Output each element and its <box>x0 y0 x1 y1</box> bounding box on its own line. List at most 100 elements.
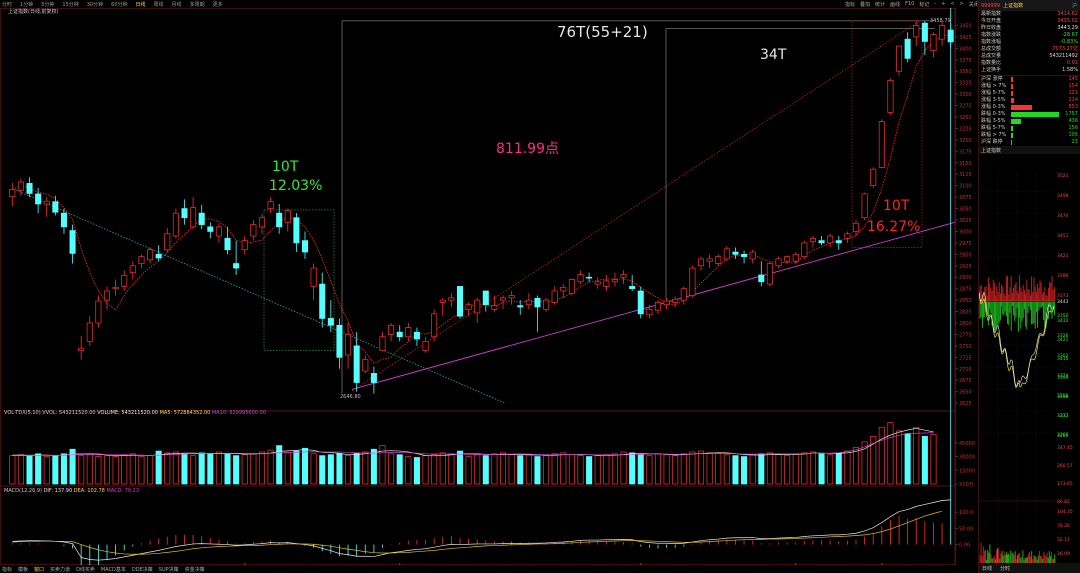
price-tick-label: 2775 <box>959 332 972 338</box>
volume-bar <box>9 455 16 485</box>
footer-tab[interactable]: 分时 <box>1000 565 1011 572</box>
price-tick-label: 3425 <box>959 35 972 41</box>
volume-bar <box>809 451 816 485</box>
candle <box>388 323 395 342</box>
price-tick-label: 2825 <box>959 310 972 316</box>
candle <box>370 366 377 394</box>
volume-bar <box>17 454 24 485</box>
volume-bar <box>500 452 507 485</box>
candle-body <box>164 233 171 251</box>
candle-body <box>637 290 644 315</box>
volume-bar <box>172 451 179 485</box>
period-tab[interactable]: 15分钟 <box>62 1 79 8</box>
period-tab[interactable]: 更多 <box>212 1 223 8</box>
vol-tick-label: 15000 <box>959 468 975 474</box>
volume-bar <box>138 456 145 485</box>
volume-bar <box>913 426 920 485</box>
candle-body <box>172 212 179 237</box>
candle <box>766 261 773 287</box>
period-tab[interactable]: 日线 <box>135 1 146 8</box>
breadth-label: 跌幅 5-7% <box>981 125 1006 131</box>
price-tick-label: 2800 <box>959 321 972 327</box>
volume-bar <box>86 454 93 485</box>
volume-bar <box>672 455 679 485</box>
label-34t: 34T <box>760 47 787 63</box>
intraday-mini-chart: 3521 3498 3474 3451 3421 3396 3373 3350 3326 3302… <box>979 171 1080 563</box>
price-tick-label: 3275 <box>959 104 972 110</box>
candle-body <box>887 80 894 113</box>
toolbar-item[interactable]: 指标 <box>845 1 856 8</box>
indicator-tab[interactable]: SUP决策 <box>158 566 179 573</box>
quote-row: 上证换手 1.58% <box>979 67 1080 74</box>
candle <box>921 20 928 56</box>
volume-bar <box>95 456 102 485</box>
period-tab[interactable]: 1分钟 <box>20 1 34 8</box>
candle <box>809 236 816 248</box>
candle <box>198 204 205 230</box>
period-tab[interactable]: 月线 <box>171 1 182 8</box>
toolbar-item[interactable]: 关闭 <box>968 1 979 8</box>
volume-bar <box>706 452 713 485</box>
price-tick-label: 3375 <box>959 58 972 64</box>
candle-body <box>766 263 773 285</box>
volume-bar <box>749 454 756 485</box>
period-tab[interactable]: 周线 <box>153 1 164 8</box>
period-tab[interactable]: 30分钟 <box>86 1 104 8</box>
price-tick-label: 3400 <box>959 46 972 52</box>
price-tick-label: 2750 <box>959 344 972 350</box>
indicator-tab[interactable]: 资金决策 <box>184 566 205 573</box>
candle <box>758 261 765 287</box>
indicator-tab[interactable]: 买卖力道 <box>50 566 71 573</box>
candle-body <box>913 25 920 38</box>
candle-body <box>827 235 834 244</box>
candle <box>698 256 705 271</box>
candle-body <box>26 183 33 194</box>
volume-bar <box>741 456 748 485</box>
toolbar-item[interactable]: 统计 <box>875 1 886 8</box>
volume-bar <box>663 454 670 485</box>
macd-tick-label: 100.0 <box>959 510 973 516</box>
toolbar-item[interactable]: + <box>941 1 946 7</box>
candle <box>672 296 679 307</box>
toolbar-item[interactable]: 标记 <box>919 1 930 8</box>
candle-body <box>698 258 705 267</box>
indicator-tab[interactable]: 窗口 <box>34 566 45 573</box>
indicator-tab[interactable]: 模板 <box>18 566 29 573</box>
candle-body <box>680 288 687 301</box>
indicator-tab[interactable]: D线买卖 <box>76 566 95 573</box>
period-tab[interactable]: 多周期 <box>189 1 205 8</box>
period-tab[interactable]: 60分钟 <box>111 1 128 8</box>
label-10t-left: 10T <box>272 159 299 175</box>
toolbar-item[interactable]: - <box>934 1 937 7</box>
breadth-bar <box>1011 91 1013 96</box>
mini-price-tick: 3302 <box>1057 353 1069 359</box>
candle <box>551 286 558 305</box>
candle-body <box>474 299 481 314</box>
volume-bar <box>362 451 369 485</box>
chart-grid <box>0 8 956 565</box>
vol-legend-item: VVOL: 543211520.00 <box>42 410 97 416</box>
candle-body <box>78 347 85 351</box>
price-tick-label: 2625 <box>959 401 972 407</box>
volume-bar <box>241 454 248 485</box>
candle <box>741 250 748 264</box>
toolbar-item[interactable]: 叠加 <box>860 1 871 8</box>
period-tab[interactable]: 分时 <box>2 1 13 8</box>
indicator-tab[interactable]: MACD基本 <box>100 566 126 573</box>
indicator-tab[interactable]: DDE决策 <box>131 566 153 573</box>
toolbar-item[interactable]: > <box>959 1 964 7</box>
breadth-label: 跌幅 > 7% <box>981 132 1007 138</box>
period-tab[interactable]: 5分钟 <box>41 1 55 8</box>
volume-bar <box>26 455 33 485</box>
label-pct-right: 16.27% <box>867 219 920 235</box>
vol-legend-item: MA10: 529995600.00 <box>212 410 266 416</box>
footer-tab[interactable]: 日线 <box>982 565 993 572</box>
toolbar-item[interactable]: F10 <box>905 1 915 7</box>
volume-bar <box>215 451 222 485</box>
volume-bar <box>887 422 894 485</box>
candle <box>577 270 584 285</box>
toolbar-item[interactable]: < <box>950 1 955 7</box>
vol-tick-label: 30000 <box>959 455 975 461</box>
toolbar-item[interactable]: 画线 <box>890 1 901 8</box>
indicator-tab[interactable]: 指标 <box>2 566 13 573</box>
